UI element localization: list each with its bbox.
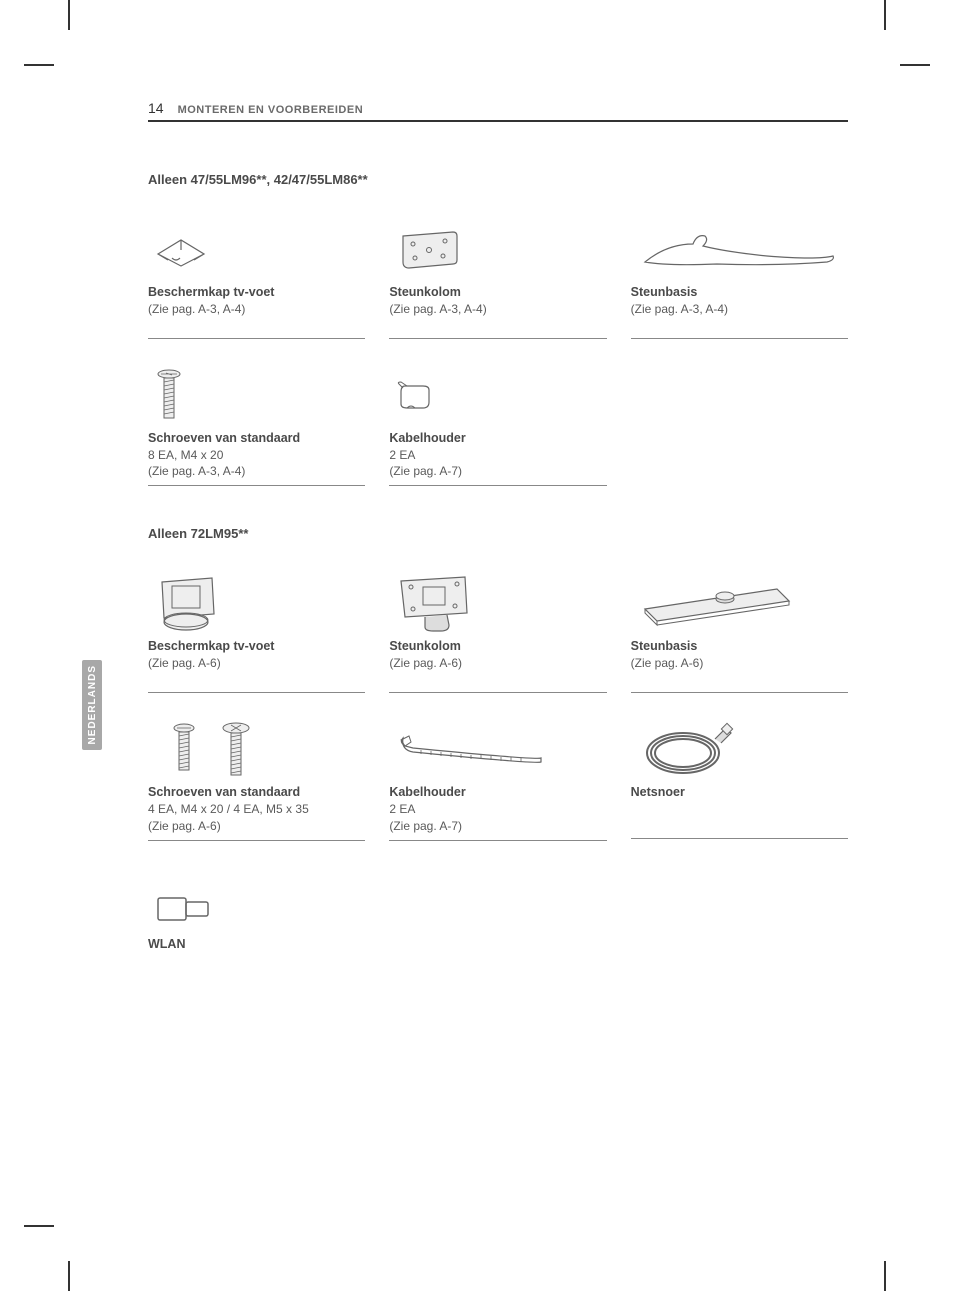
cover-icon	[148, 215, 365, 285]
item-title: Steunkolom	[389, 639, 606, 653]
section1-title: Alleen 47/55LM96**, 42/47/55LM86**	[148, 172, 848, 187]
crop-mark	[884, 0, 886, 30]
item-cover: Beschermkap tv-voet (Zie pag. A-3, A-4)	[148, 215, 365, 339]
wlan-icon	[148, 881, 848, 937]
language-label: NEDERLANDS	[87, 665, 98, 744]
cable-holder-icon	[389, 361, 606, 431]
item-ref: (Zie pag. A-6)	[631, 655, 848, 671]
section2-grid: Beschermkap tv-voet (Zie pag. A-6) Steun…	[148, 569, 848, 840]
item-ref	[631, 801, 848, 817]
item-ref: (Zie pag. A-3, A-4)	[148, 301, 365, 317]
wlan-section: WLAN	[148, 881, 848, 951]
item-title: Kabelhouder	[389, 785, 606, 799]
header-title: MONTEREN EN VOORBEREIDEN	[178, 104, 364, 116]
item-ref: (Zie pag. A-7)	[389, 818, 606, 834]
crop-mark	[24, 64, 54, 66]
section1-grid: Beschermkap tv-voet (Zie pag. A-3, A-4) …	[148, 215, 848, 486]
item-title: Schroeven van standaard	[148, 431, 365, 445]
base-icon	[631, 215, 848, 285]
column-icon	[389, 215, 606, 285]
page-content: 14 MONTEREN EN VOORBEREIDEN Alleen 47/55…	[148, 100, 848, 951]
label-box: Steunbasis (Zie pag. A-3, A-4)	[631, 285, 848, 339]
label-box: Kabelhouder 2 EA (Zie pag. A-7)	[389, 431, 606, 486]
label-box: Steunkolom (Zie pag. A-3, A-4)	[389, 285, 606, 339]
item-column: Steunkolom (Zie pag. A-3, A-4)	[389, 215, 606, 339]
page-header: 14 MONTEREN EN VOORBEREIDEN	[148, 100, 848, 122]
wlan-title: WLAN	[148, 937, 848, 951]
label-box: Steunkolom (Zie pag. A-6)	[389, 639, 606, 693]
power-cord-icon	[631, 715, 848, 785]
item-qty: 4 EA, M4 x 20 / 4 EA, M5 x 35	[148, 801, 365, 817]
label-box: Schroeven van standaard 8 EA, M4 x 20 (Z…	[148, 431, 365, 486]
item-title: Steunbasis	[631, 285, 848, 299]
item-qty: 8 EA, M4 x 20	[148, 447, 365, 463]
item-title: Beschermkap tv-voet	[148, 639, 365, 653]
section2-title: Alleen 72LM95**	[148, 526, 848, 541]
item-title: Schroeven van standaard	[148, 785, 365, 799]
item-screws-2: Schroeven van standaard 4 EA, M4 x 20 / …	[148, 715, 365, 840]
item-column-2: Steunkolom (Zie pag. A-6)	[389, 569, 606, 693]
item-ref: (Zie pag. A-6)	[389, 655, 606, 671]
cover-icon-2	[148, 569, 365, 639]
item-title: Netsnoer	[631, 785, 848, 799]
screw-icon	[148, 361, 365, 431]
item-ref: (Zie pag. A-3, A-4)	[148, 463, 365, 479]
item-power-cord: Netsnoer	[631, 715, 848, 840]
item-ref: (Zie pag. A-3, A-4)	[631, 301, 848, 317]
crop-mark	[900, 64, 930, 66]
item-title: Beschermkap tv-voet	[148, 285, 365, 299]
label-box: Beschermkap tv-voet (Zie pag. A-3, A-4)	[148, 285, 365, 339]
language-tab: NEDERLANDS	[82, 660, 102, 750]
label-box: Kabelhouder 2 EA (Zie pag. A-7)	[389, 785, 606, 840]
item-qty: 2 EA	[389, 447, 606, 463]
item-ref: (Zie pag. A-7)	[389, 463, 606, 479]
item-title: Steunbasis	[631, 639, 848, 653]
item-cable-holder-2: Kabelhouder 2 EA (Zie pag. A-7)	[389, 715, 606, 840]
label-box: Schroeven van standaard 4 EA, M4 x 20 / …	[148, 785, 365, 840]
item-cable-holder: Kabelhouder 2 EA (Zie pag. A-7)	[389, 361, 606, 486]
label-box: Beschermkap tv-voet (Zie pag. A-6)	[148, 639, 365, 693]
item-qty: 2 EA	[389, 801, 606, 817]
item-title: Steunkolom	[389, 285, 606, 299]
crop-mark	[24, 1225, 54, 1227]
page-number: 14	[148, 100, 164, 116]
item-base-2: Steunbasis (Zie pag. A-6)	[631, 569, 848, 693]
screw-icon-2	[148, 715, 365, 785]
base-icon-2	[631, 569, 848, 639]
label-box: Steunbasis (Zie pag. A-6)	[631, 639, 848, 693]
cable-tie-icon	[389, 715, 606, 785]
crop-mark	[68, 1261, 70, 1291]
crop-mark	[68, 0, 70, 30]
crop-mark	[884, 1261, 886, 1291]
item-title: Kabelhouder	[389, 431, 606, 445]
item-ref: (Zie pag. A-6)	[148, 655, 365, 671]
column-icon-2	[389, 569, 606, 639]
label-box: Netsnoer	[631, 785, 848, 839]
item-screws: Schroeven van standaard 8 EA, M4 x 20 (Z…	[148, 361, 365, 486]
item-cover-2: Beschermkap tv-voet (Zie pag. A-6)	[148, 569, 365, 693]
item-ref: (Zie pag. A-3, A-4)	[389, 301, 606, 317]
item-base: Steunbasis (Zie pag. A-3, A-4)	[631, 215, 848, 339]
item-ref: (Zie pag. A-6)	[148, 818, 365, 834]
